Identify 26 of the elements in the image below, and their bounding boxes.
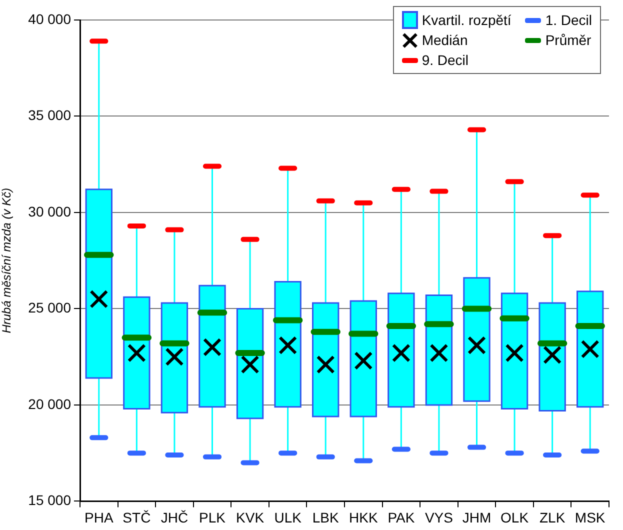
annotation: Medián <box>422 32 468 48</box>
annotation: 1. Decil <box>545 12 592 28</box>
x-tick-label: MSK <box>574 509 606 526</box>
x-tick-label: LBK <box>312 509 340 526</box>
x-tick-label: KVK <box>236 509 265 526</box>
y-tick-label: 20 000 <box>28 396 72 412</box>
x-tick-label: PLK <box>199 509 226 526</box>
x-tick-label: ZLK <box>539 509 566 526</box>
y-tick-label: 25 000 <box>28 300 72 316</box>
x-tick-label: HKK <box>348 509 378 526</box>
y-tick-label: 35 000 <box>28 107 72 124</box>
y-tick-label: 30 000 <box>28 203 72 220</box>
legend-label: Kvartil. rozpětí <box>422 12 512 28</box>
x-tick-label: JHČ <box>160 509 188 526</box>
y-tick-label: 40 000 <box>28 10 72 27</box>
x-tick-label: PAK <box>388 509 416 526</box>
annotation: Průměr <box>545 32 592 48</box>
x-tick-label: VYS <box>424 509 453 526</box>
y-axis-title: Hrubá měsíční mzda (v Kč) <box>0 188 14 334</box>
y-tick-label: 15 000 <box>28 492 72 508</box>
x-tick-label: OLK <box>500 509 530 526</box>
x-tick-label: PHA <box>84 509 114 526</box>
annotation: 9. Decil <box>422 52 469 68</box>
x-tick-label: STČ <box>122 509 151 526</box>
x-tick-label: ULK <box>274 509 302 526</box>
x-tick-label: JHM <box>462 509 492 526</box>
